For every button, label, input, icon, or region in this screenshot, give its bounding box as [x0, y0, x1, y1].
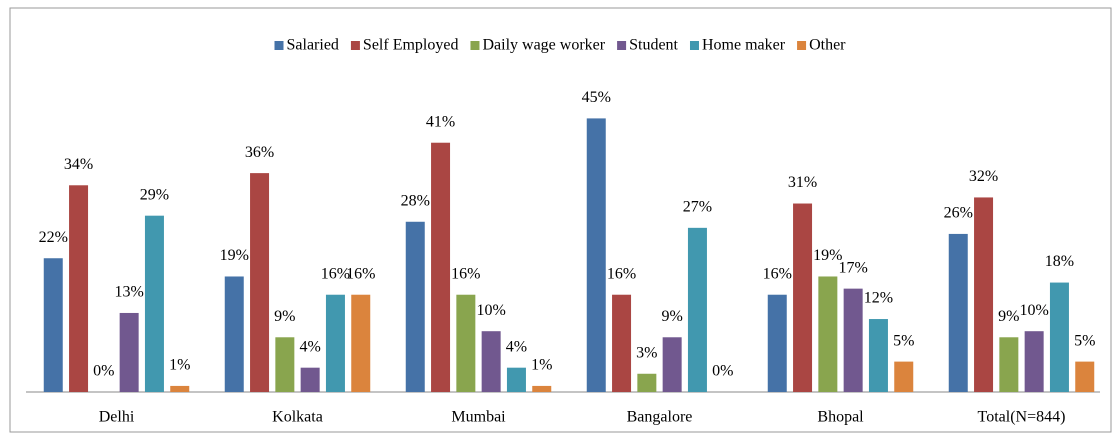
- data-label: 41%: [426, 113, 455, 130]
- bar: [894, 361, 914, 392]
- data-label: 16%: [763, 265, 792, 282]
- bar: [250, 173, 270, 392]
- data-label: 13%: [114, 284, 143, 301]
- data-label: 18%: [1045, 253, 1074, 270]
- bar: [43, 258, 63, 392]
- data-label: 26%: [944, 205, 973, 222]
- data-label: 19%: [220, 247, 249, 264]
- x-tick-label: Delhi: [99, 409, 135, 426]
- bar: [224, 276, 244, 392]
- data-label: 29%: [140, 186, 169, 203]
- bar: [843, 288, 863, 392]
- data-label: 16%: [607, 265, 636, 282]
- data-label: 5%: [893, 332, 914, 349]
- legend-label: Self Employed: [363, 37, 459, 54]
- x-tick-label: Bhopal: [817, 409, 864, 426]
- legend-label: Salaried: [287, 37, 339, 54]
- data-label: 4%: [299, 338, 320, 355]
- data-label: 19%: [813, 247, 842, 264]
- bar: [325, 294, 345, 392]
- data-label: 9%: [998, 308, 1019, 325]
- data-label: 10%: [476, 302, 505, 319]
- data-label: 28%: [401, 192, 430, 209]
- bar: [1049, 282, 1069, 392]
- legend-label: Student: [629, 37, 678, 54]
- bar: [687, 227, 707, 392]
- data-label: 16%: [451, 265, 480, 282]
- bar: [999, 337, 1019, 392]
- bar: [612, 294, 632, 392]
- data-label: 22%: [39, 229, 68, 246]
- bar: [481, 331, 501, 392]
- data-label: 34%: [64, 156, 93, 173]
- bar: [868, 319, 888, 392]
- x-tick-label: Kolkata: [272, 409, 323, 426]
- bar: [767, 294, 787, 392]
- bar: [275, 337, 295, 392]
- legend-swatch: [617, 41, 627, 50]
- legend-label: Daily wage worker: [482, 37, 605, 54]
- legend-label: Other: [809, 37, 846, 54]
- bar: [1075, 361, 1095, 392]
- data-label: 9%: [274, 308, 295, 325]
- bar: [431, 142, 451, 392]
- data-label: 27%: [683, 199, 712, 216]
- bar: [144, 215, 164, 392]
- bar: [637, 373, 657, 392]
- data-label: 4%: [506, 338, 527, 355]
- x-tick-label: Total(N=844): [978, 409, 1066, 426]
- bar: [69, 185, 89, 392]
- data-label: 31%: [788, 174, 817, 191]
- data-label: 16%: [346, 265, 375, 282]
- legend-swatch: [470, 41, 480, 50]
- legend-swatch: [797, 41, 807, 50]
- bar: [351, 294, 371, 392]
- data-label: 17%: [838, 259, 867, 276]
- bar: [532, 385, 552, 392]
- bar: [119, 312, 139, 392]
- bar: [300, 367, 320, 392]
- legend-label: Home maker: [702, 37, 786, 54]
- bar: [456, 294, 476, 392]
- data-label: 3%: [636, 344, 657, 361]
- x-tick-label: Mumbai: [451, 409, 506, 426]
- x-tick-label: Bangalore: [627, 409, 693, 426]
- data-label: 9%: [661, 308, 682, 325]
- bar: [586, 118, 606, 393]
- data-label: 1%: [169, 357, 190, 374]
- bar: [1024, 331, 1044, 392]
- bar: [793, 203, 813, 392]
- bar: [974, 197, 994, 392]
- data-label: 5%: [1074, 332, 1095, 349]
- data-label: 45%: [582, 89, 611, 106]
- legend-swatch: [350, 41, 360, 50]
- bar: [662, 337, 682, 392]
- data-label: 1%: [531, 357, 552, 374]
- legend-swatch: [689, 41, 699, 50]
- data-label: 12%: [864, 290, 893, 307]
- bar: [170, 385, 190, 392]
- data-label: 16%: [321, 265, 350, 282]
- legend-swatch: [274, 41, 284, 50]
- chart-border: [9, 7, 1112, 433]
- data-label: 10%: [1019, 302, 1048, 319]
- data-label: 32%: [969, 168, 998, 185]
- data-label: 0%: [93, 363, 114, 380]
- bar: [818, 276, 838, 392]
- bar: [506, 367, 526, 392]
- bar: [948, 233, 968, 392]
- bar: [405, 221, 425, 392]
- data-label: 36%: [245, 144, 274, 161]
- data-label: 0%: [712, 363, 733, 380]
